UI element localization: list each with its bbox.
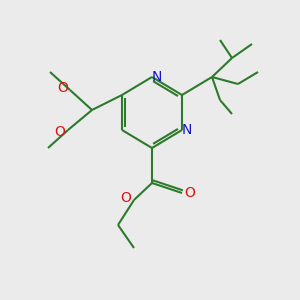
Text: O: O [184, 186, 195, 200]
Text: O: O [58, 81, 68, 95]
Text: O: O [121, 191, 131, 205]
Text: N: N [182, 123, 192, 137]
Text: O: O [55, 125, 65, 139]
Text: N: N [152, 70, 162, 84]
